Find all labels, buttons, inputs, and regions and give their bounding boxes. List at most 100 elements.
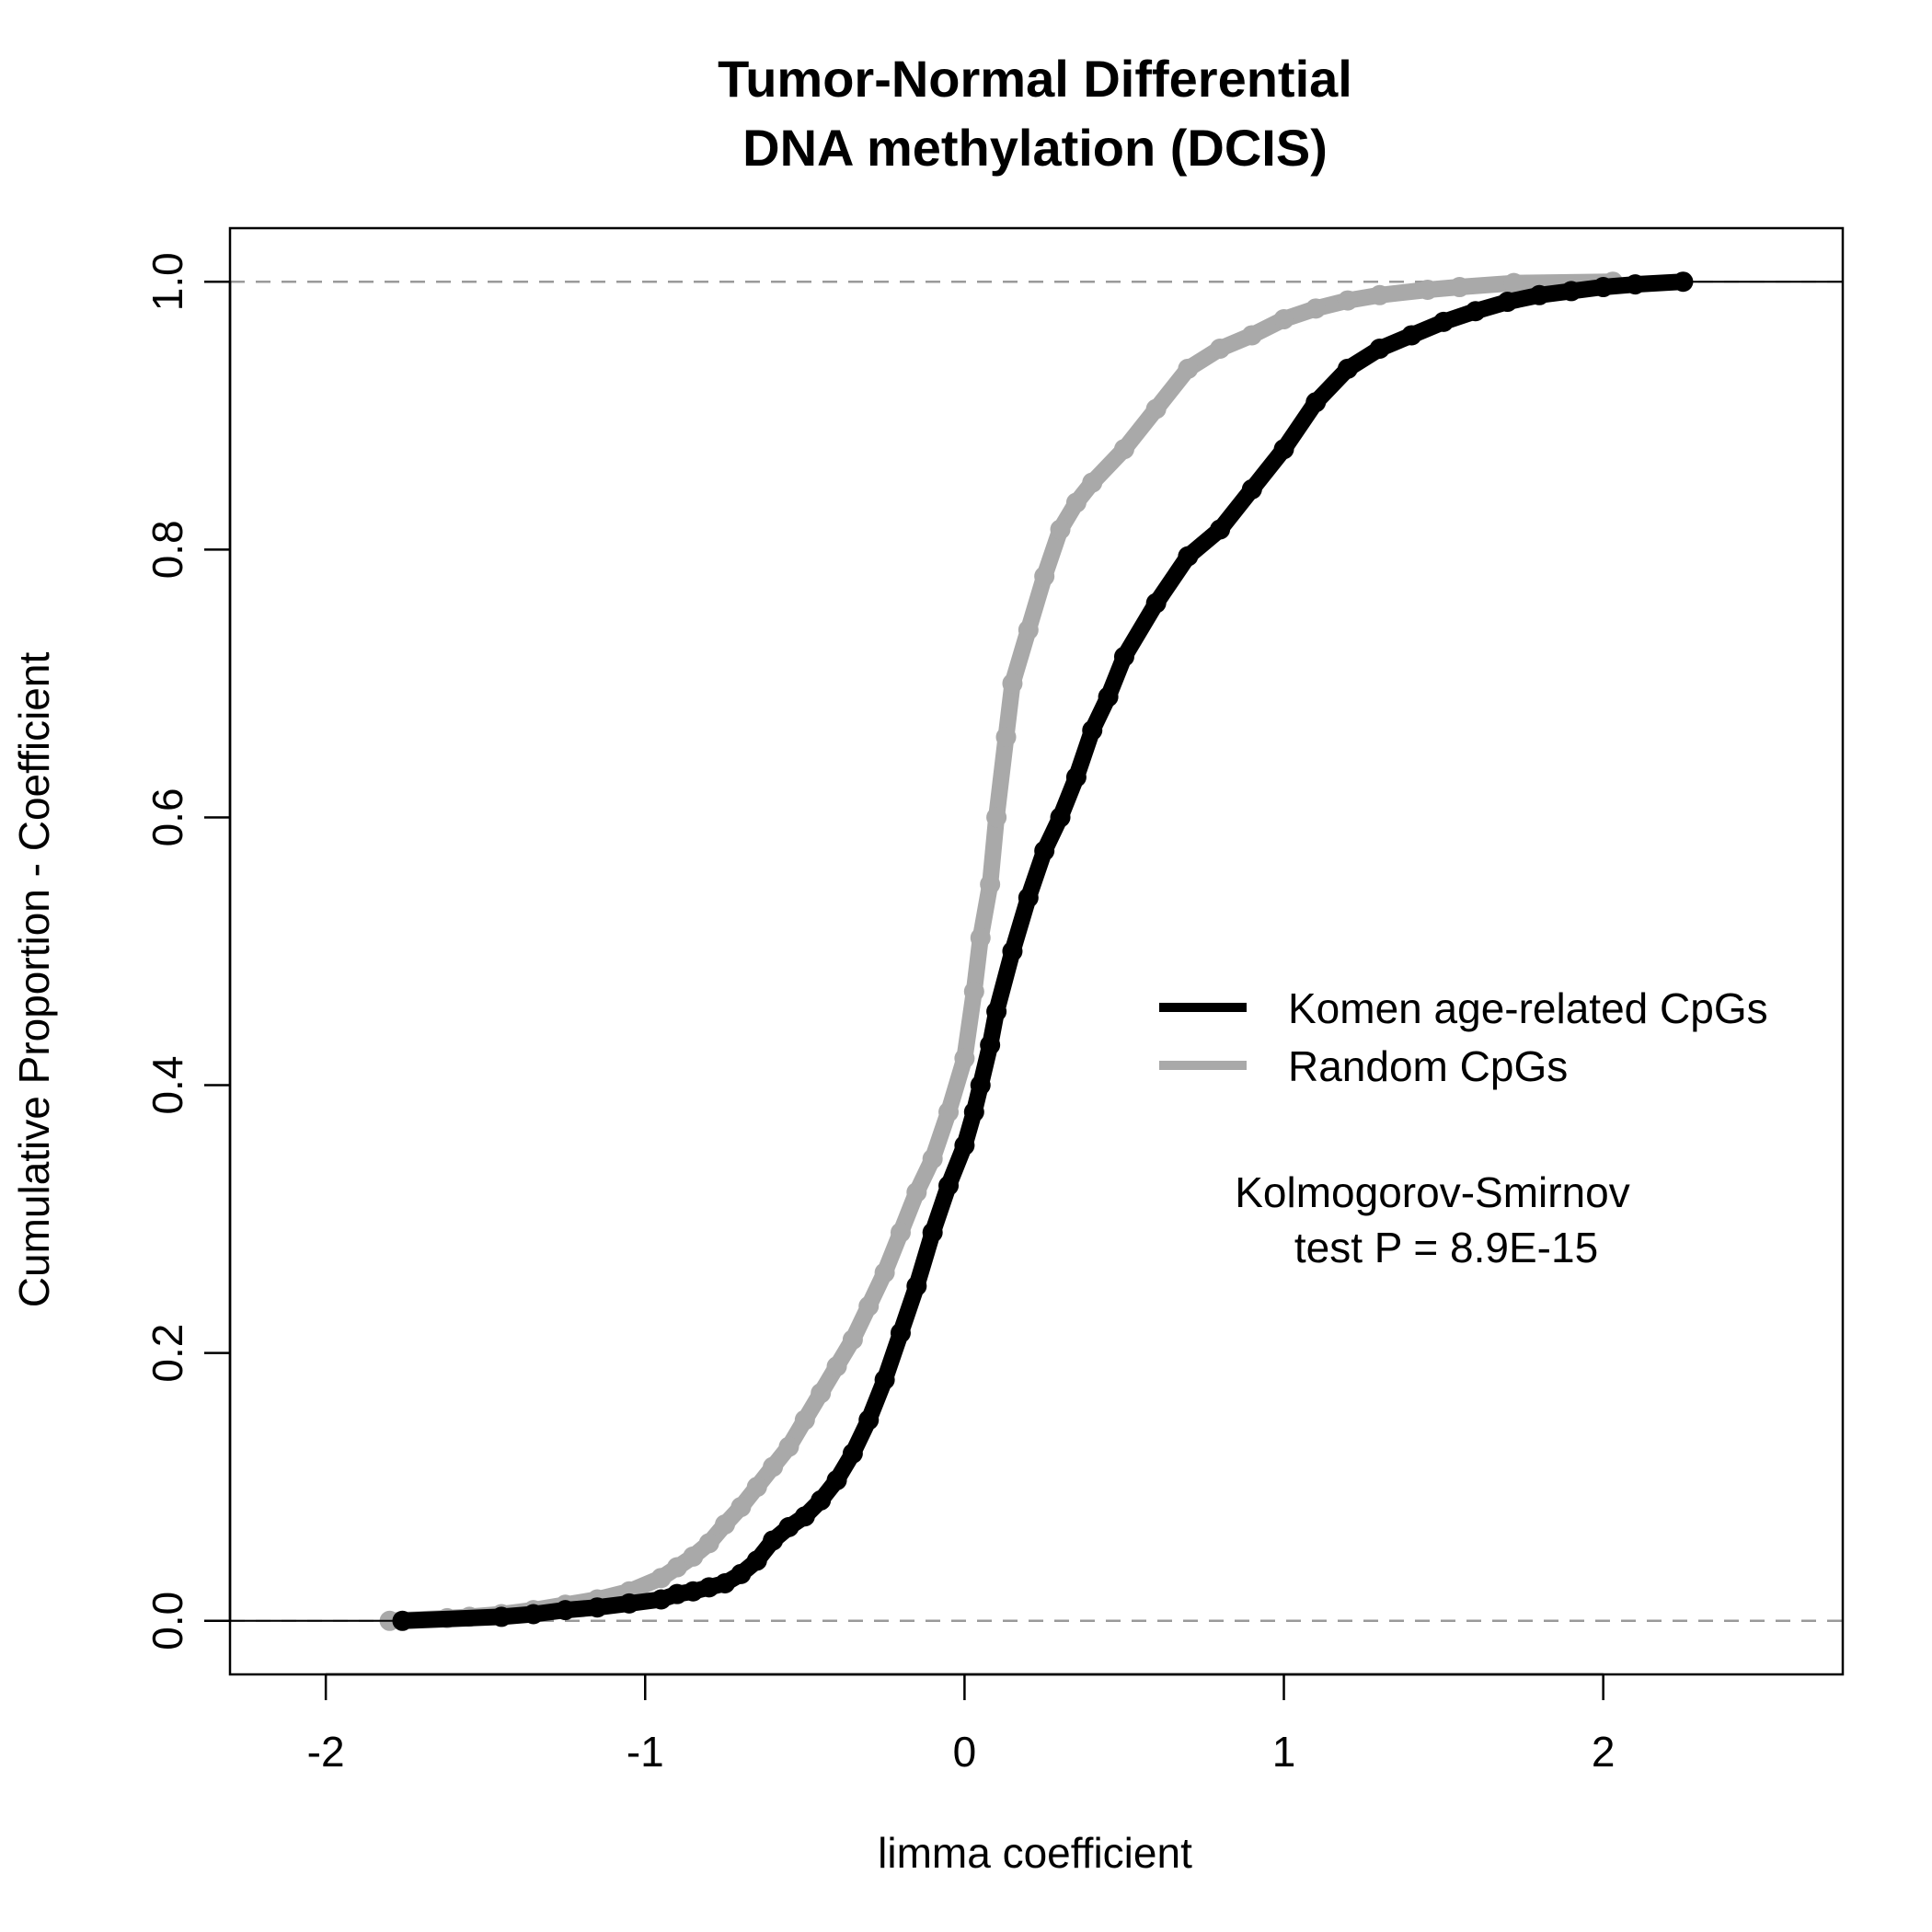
- data-point-komen: [890, 1322, 911, 1343]
- x-tick-label: 2: [1592, 1728, 1616, 1776]
- data-point-random: [890, 1222, 911, 1243]
- y-axis: 0.0 0.2 0.4 0.6 0.8 1.0: [144, 252, 232, 1650]
- data-point-komen: [1050, 807, 1071, 828]
- x-axis-label: limma coefficient: [878, 1829, 1192, 1877]
- y-tick-label: 1.0: [144, 252, 191, 311]
- series-random: [230, 271, 1843, 1631]
- data-point-random: [1145, 398, 1167, 420]
- data-point-komen: [392, 1610, 413, 1631]
- data-point-komen: [1178, 546, 1199, 567]
- data-point-random: [858, 1295, 880, 1317]
- data-point-komen: [1082, 719, 1103, 741]
- data-point-komen: [491, 1606, 512, 1627]
- data-point-komen: [763, 1530, 784, 1551]
- data-point-komen: [938, 1175, 960, 1196]
- data-point-komen: [1065, 766, 1087, 788]
- chart-title-line-1: Tumor-Normal Differential: [718, 50, 1352, 108]
- x-tick-label: 0: [953, 1728, 977, 1776]
- data-point-komen: [1337, 358, 1358, 379]
- data-point-random: [1337, 290, 1358, 311]
- data-point-komen: [811, 1489, 832, 1511]
- ks-test-annotation: Kolmogorov-Smirnov test P = 8.9E-15: [1235, 1168, 1629, 1271]
- data-point-random: [922, 1148, 943, 1169]
- data-point-komen: [954, 1135, 975, 1156]
- series-layer: [230, 271, 1843, 1631]
- data-point-random: [954, 1048, 975, 1069]
- y-tick-label: 0.0: [144, 1592, 191, 1650]
- data-point-komen: [698, 1577, 719, 1598]
- data-point-random: [730, 1497, 752, 1518]
- data-point-random: [763, 1456, 784, 1478]
- data-point-komen: [1625, 274, 1646, 295]
- data-point-random: [874, 1262, 895, 1283]
- data-point-komen: [1145, 592, 1167, 614]
- y-axis-label: Cumulative Proportion - Coefficient: [10, 652, 58, 1308]
- data-point-komen: [1018, 887, 1039, 908]
- x-tick-label: -2: [307, 1728, 345, 1776]
- data-point-random: [906, 1182, 927, 1202]
- y-tick-label: 0.6: [144, 788, 191, 846]
- data-point-random: [746, 1477, 767, 1498]
- data-point-komen: [715, 1573, 736, 1594]
- data-point-random: [826, 1356, 847, 1377]
- data-point-komen: [842, 1443, 863, 1464]
- data-point-random: [683, 1546, 704, 1567]
- data-point-komen: [1273, 439, 1294, 460]
- data-point-komen: [730, 1563, 752, 1584]
- legend-label-random: Random CpGs: [1288, 1042, 1568, 1090]
- data-point-komen: [1401, 325, 1422, 346]
- x-tick-label: 1: [1272, 1728, 1296, 1776]
- data-point-komen: [1034, 840, 1055, 861]
- data-point-komen: [778, 1516, 799, 1537]
- data-point-random: [1002, 673, 1023, 694]
- data-point-random: [1369, 284, 1390, 305]
- data-point-komen: [906, 1275, 927, 1296]
- data-point-random: [1034, 566, 1055, 587]
- data-point-random: [666, 1557, 687, 1578]
- data-point-komen: [963, 1101, 984, 1122]
- series-line-komen: [394, 273, 1692, 1629]
- data-point-komen: [618, 1593, 639, 1614]
- ks-annotation-line-2: test P = 8.9E-15: [1294, 1224, 1598, 1271]
- data-point-komen: [650, 1589, 672, 1610]
- data-point-random: [986, 807, 1007, 828]
- data-point-random: [970, 927, 991, 949]
- data-point-komen: [794, 1506, 815, 1527]
- data-point-komen: [1433, 311, 1455, 332]
- data-point-random: [980, 874, 1001, 895]
- data-point-random: [1113, 439, 1134, 460]
- data-point-random: [1503, 272, 1524, 293]
- data-point-random: [1018, 619, 1039, 640]
- data-point-komen: [980, 1034, 1001, 1055]
- data-point-random: [778, 1436, 799, 1457]
- data-point-random: [715, 1513, 736, 1535]
- y-tick-label: 0.4: [144, 1056, 191, 1115]
- data-point-random: [1082, 472, 1103, 493]
- data-point-random: [1417, 279, 1438, 300]
- data-point-random: [1449, 277, 1470, 298]
- data-point-komen: [1465, 301, 1486, 322]
- data-point-random: [1210, 339, 1231, 359]
- data-point-random: [1241, 325, 1262, 346]
- data-point-komen: [1593, 277, 1614, 298]
- data-point-komen: [986, 1001, 1007, 1022]
- data-point-komen: [523, 1604, 544, 1625]
- data-point-komen: [874, 1369, 895, 1390]
- data-point-random: [842, 1329, 863, 1351]
- data-point-random: [650, 1568, 672, 1589]
- data-point-komen: [746, 1550, 767, 1571]
- data-point-komen: [1210, 519, 1231, 540]
- data-point-komen: [1673, 271, 1694, 293]
- data-point-komen: [1305, 392, 1327, 413]
- data-point-random: [995, 727, 1017, 748]
- data-point-komen: [555, 1600, 576, 1621]
- reference-lines: [230, 280, 1843, 1623]
- chart-title-group: Tumor-Normal Differential DNA methylatio…: [718, 50, 1352, 177]
- data-point-random: [1065, 492, 1087, 513]
- legend: Komen age-related CpGs Random CpGs: [1159, 984, 1768, 1090]
- data-point-komen: [970, 1075, 991, 1096]
- data-point-random: [963, 981, 984, 1002]
- data-point-random: [1305, 298, 1327, 319]
- data-point-komen: [587, 1597, 608, 1618]
- data-point-komen: [922, 1222, 943, 1243]
